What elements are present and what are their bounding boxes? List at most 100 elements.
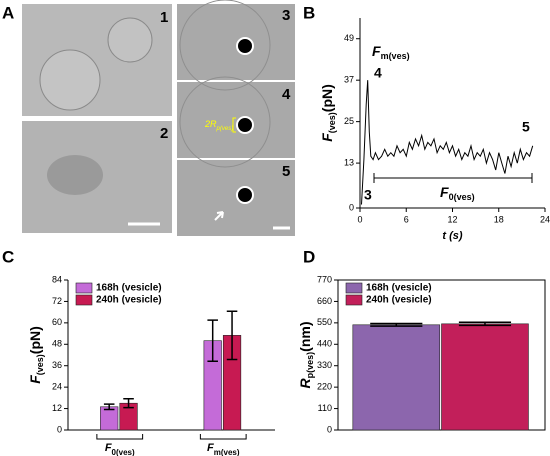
error-bar <box>370 322 423 327</box>
x-tick-label: 6 <box>404 214 409 224</box>
cell <box>47 155 103 195</box>
y-label-symbol: F <box>319 133 335 142</box>
panel-label: B <box>303 3 315 22</box>
peak-label-sub: m(ves) <box>381 51 410 61</box>
x-tick-label: Fm(ves) <box>207 442 240 456</box>
range-label-main: F <box>440 184 449 200</box>
range-label: F0(ves) <box>440 184 475 203</box>
bead <box>236 116 254 134</box>
x-tick-label: F0(ves) <box>105 442 135 456</box>
bar <box>441 323 529 431</box>
y-tick-label: 25 <box>344 116 354 126</box>
image-label: 1 <box>160 9 168 26</box>
range-label-sub: 0(ves) <box>449 192 475 202</box>
panel-label: C <box>2 247 14 266</box>
vesicle <box>39 49 101 111</box>
legend-label: 240h (vesicle) <box>366 295 432 306</box>
image-label: 3 <box>282 7 290 24</box>
error-bar <box>123 398 134 409</box>
panel-label: A <box>2 3 14 22</box>
y-label-unit: (pN) <box>27 326 43 354</box>
annotation-sub: p(ves) <box>216 126 234 132</box>
radius-annotation: 2Rp(ves) <box>204 119 233 131</box>
force-trace <box>361 80 534 205</box>
y-tick-label: 60 <box>52 317 62 327</box>
y-tick-label: 13 <box>344 157 354 167</box>
category-sub: m(ves) <box>214 448 240 456</box>
y-label-unit: (pN) <box>319 84 335 112</box>
micrograph <box>177 160 295 236</box>
bar <box>100 406 119 431</box>
y-axis-label: F(ves)(pN) <box>319 84 338 142</box>
legend-swatch <box>75 294 93 306</box>
marker-label: 5 <box>522 119 530 135</box>
legend-swatch <box>345 294 363 306</box>
category-bracket <box>199 434 247 440</box>
y-axis-label: Rp(ves)(nm) <box>297 322 316 389</box>
y-tick-label: 36 <box>52 360 62 370</box>
vesicle <box>179 76 271 168</box>
y-tick-label: 770 <box>317 274 332 284</box>
error-bar <box>207 319 218 362</box>
y-label-symbol: F <box>27 375 43 384</box>
y-axis-label: F(ves)(pN) <box>27 326 46 384</box>
micrograph <box>22 4 172 116</box>
annotation-text: 2R <box>204 119 217 129</box>
arrow <box>214 211 224 221</box>
category-main: F <box>207 442 214 454</box>
range-bracket <box>373 173 533 183</box>
error-bar <box>103 403 115 411</box>
image-label: 5 <box>282 163 290 180</box>
y-label-unit: (nm) <box>297 322 313 352</box>
y-tick-label: 110 <box>318 403 332 413</box>
bar <box>352 324 441 431</box>
y-tick-label: 24 <box>52 382 62 392</box>
legend-swatch <box>75 282 93 294</box>
y-tick-label: 220 <box>317 382 332 392</box>
x-tick-label: 12 <box>447 214 457 224</box>
legend-label: 168h (vesicle) <box>96 283 162 294</box>
y-label-sub: (ves) <box>35 354 45 375</box>
category-bracket <box>96 434 144 440</box>
y-tick-label: 49 <box>344 33 354 43</box>
micrograph <box>177 82 295 158</box>
y-label-sub: (ves) <box>327 112 337 133</box>
x-tick-label: 24 <box>540 214 550 224</box>
vesicle <box>107 17 153 63</box>
x-axis-label: t (s) <box>442 230 463 242</box>
y-label-symbol: R <box>297 377 313 388</box>
radius-bracket <box>232 117 236 133</box>
bead <box>236 37 254 55</box>
x-tick-label: 0 <box>357 214 362 224</box>
legend-label: 240h (vesicle) <box>96 295 162 306</box>
panel-a-images: 2Rp(ves) 1 2 3 4 5 <box>22 0 295 236</box>
peak-label: Fm(ves) <box>372 43 410 62</box>
y-tick-label: 0 <box>349 202 354 212</box>
category-main: F <box>105 442 112 454</box>
bead <box>236 186 254 204</box>
y-label-sub: p(ves) <box>305 352 315 379</box>
y-tick-label: 660 <box>317 296 332 306</box>
y-tick-label: 0 <box>327 424 332 434</box>
y-tick-label: 37 <box>344 75 354 85</box>
error-bar <box>458 321 512 327</box>
y-tick-label: 330 <box>317 360 332 370</box>
marker-label: 3 <box>364 187 372 203</box>
image-label: 2 <box>160 125 168 142</box>
y-tick-label: 12 <box>52 403 62 413</box>
y-tick-label: 84 <box>52 274 62 284</box>
y-tick-label: 72 <box>52 296 62 306</box>
error-bar <box>226 310 238 361</box>
image-label: 4 <box>282 86 291 103</box>
vesicle <box>179 0 271 91</box>
x-tick-label: 18 <box>494 214 504 224</box>
peak-label-main: F <box>372 43 381 59</box>
y-tick-label: 48 <box>52 339 62 349</box>
category-sub: 0(ves) <box>112 448 135 456</box>
panel-label: D <box>303 247 315 266</box>
y-tick-label: 440 <box>317 339 332 349</box>
y-tick-label: 550 <box>317 317 332 327</box>
y-tick-label: 0 <box>57 424 62 434</box>
legend-swatch <box>345 282 363 294</box>
